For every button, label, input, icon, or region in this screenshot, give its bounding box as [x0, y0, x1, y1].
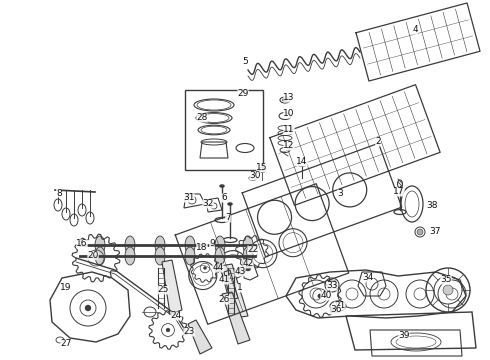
Circle shape [166, 328, 170, 332]
Text: 18: 18 [196, 243, 208, 252]
Circle shape [203, 266, 206, 269]
Text: 20: 20 [87, 252, 98, 261]
Ellipse shape [125, 247, 135, 265]
Text: 19: 19 [60, 284, 72, 292]
Text: 32: 32 [202, 199, 214, 208]
Text: 37: 37 [429, 228, 441, 237]
Text: 9: 9 [209, 239, 215, 248]
Polygon shape [220, 264, 248, 318]
Text: 11: 11 [283, 126, 295, 135]
Text: 42: 42 [243, 260, 254, 269]
Ellipse shape [220, 184, 224, 188]
Text: 41: 41 [219, 275, 230, 284]
Text: 40: 40 [320, 292, 332, 301]
Ellipse shape [185, 236, 195, 254]
Text: 27: 27 [60, 339, 72, 348]
Ellipse shape [125, 236, 135, 254]
Text: 8: 8 [56, 189, 62, 198]
Text: 13: 13 [283, 94, 295, 103]
Text: 12: 12 [283, 141, 294, 150]
Circle shape [245, 265, 251, 271]
Text: 24: 24 [171, 311, 182, 320]
Text: 22: 22 [247, 246, 259, 255]
Text: 3: 3 [337, 189, 343, 198]
Text: 36: 36 [330, 306, 342, 315]
Text: 7: 7 [225, 213, 231, 222]
Text: 23: 23 [183, 328, 195, 337]
Text: 35: 35 [440, 275, 452, 284]
Text: 6: 6 [221, 194, 227, 202]
Text: 38: 38 [426, 202, 438, 211]
Text: 14: 14 [296, 158, 308, 166]
Polygon shape [222, 292, 250, 344]
Text: 10: 10 [283, 109, 295, 118]
Ellipse shape [215, 236, 225, 254]
Ellipse shape [185, 247, 195, 265]
Text: 34: 34 [362, 274, 374, 283]
Circle shape [417, 229, 423, 235]
Ellipse shape [243, 247, 253, 265]
Circle shape [94, 256, 98, 260]
Text: 25: 25 [157, 285, 169, 294]
Circle shape [250, 250, 254, 254]
Text: 30: 30 [249, 171, 261, 180]
Text: 43: 43 [234, 267, 245, 276]
Text: 15: 15 [256, 163, 268, 172]
Text: 33: 33 [326, 282, 338, 291]
Ellipse shape [155, 236, 165, 254]
Text: 29: 29 [237, 90, 249, 99]
Ellipse shape [283, 99, 288, 102]
Text: 16: 16 [76, 239, 88, 248]
Ellipse shape [95, 236, 105, 254]
Text: 21: 21 [334, 302, 345, 310]
Polygon shape [162, 260, 182, 314]
Text: 44: 44 [212, 264, 223, 273]
Bar [185, 90, 263, 170]
Ellipse shape [215, 247, 225, 265]
Text: 28: 28 [196, 113, 208, 122]
Ellipse shape [227, 202, 232, 206]
Circle shape [318, 294, 322, 298]
Ellipse shape [95, 247, 105, 265]
Text: 4: 4 [412, 26, 418, 35]
Text: 5: 5 [242, 58, 248, 67]
Text: 26: 26 [219, 296, 230, 305]
Ellipse shape [155, 247, 165, 265]
Text: 17: 17 [393, 188, 405, 197]
Polygon shape [188, 320, 212, 354]
Ellipse shape [243, 236, 253, 254]
Text: 31: 31 [183, 194, 195, 202]
Text: 2: 2 [375, 138, 381, 147]
Text: 39: 39 [398, 332, 410, 341]
Circle shape [85, 305, 91, 311]
Circle shape [443, 285, 453, 295]
Text: 1: 1 [237, 284, 243, 292]
